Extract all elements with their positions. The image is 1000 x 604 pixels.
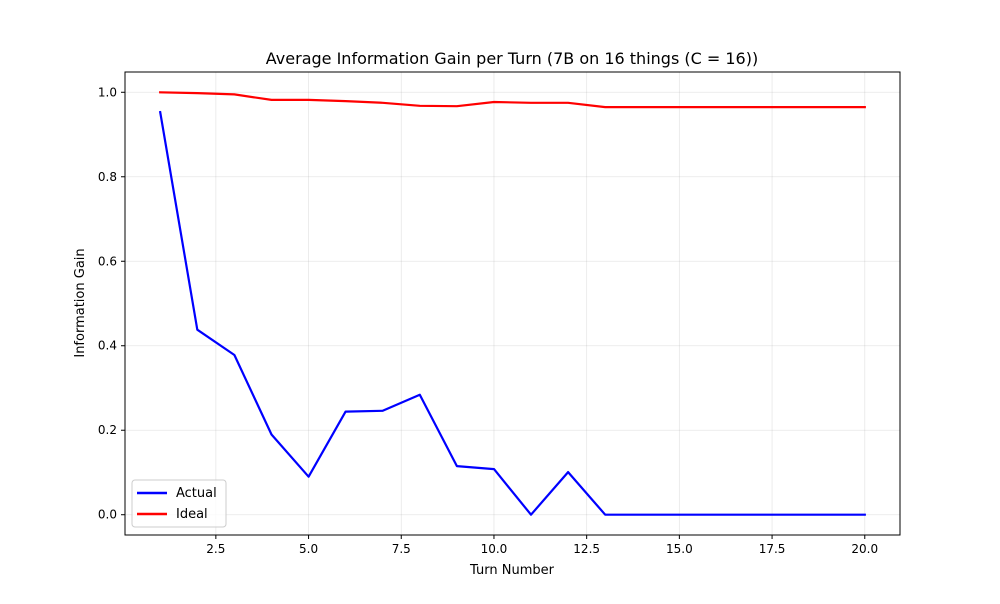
x-tick-label: 20.0 (851, 542, 878, 556)
y-tick-label: 1.0 (98, 85, 117, 99)
y-tick-label: 0.0 (98, 508, 117, 522)
x-tick-label: 17.5 (759, 542, 786, 556)
series-line-ideal (159, 91, 866, 109)
x-tick-label: 10.0 (481, 542, 508, 556)
chart-title: Average Information Gain per Turn (7B on… (266, 49, 758, 68)
y-tick-label: 0.2 (98, 423, 117, 437)
legend: Actual Ideal (131, 479, 227, 528)
y-axis-ticks: 0.0 0.2 0.4 0.6 0.8 1.0 (98, 85, 125, 522)
y-tick-label: 0.4 (98, 339, 117, 353)
grid-lines (125, 72, 900, 535)
x-tick-label: 7.5 (392, 542, 411, 556)
y-axis-label: Information Gain (73, 248, 88, 357)
legend-box (131, 479, 227, 528)
plot-area-frame (124, 71, 901, 536)
x-tick-label: 12.5 (573, 542, 600, 556)
legend-label-actual: Actual (176, 486, 217, 501)
x-axis-label: Turn Number (469, 563, 555, 578)
x-tick-label: 15.0 (666, 542, 693, 556)
x-tick-label: 2.5 (206, 542, 225, 556)
series-lines (158, 91, 866, 516)
legend-label-ideal: Ideal (176, 507, 208, 522)
series-line-actual (158, 110, 866, 516)
x-tick-label: 5.0 (299, 542, 318, 556)
y-tick-label: 0.8 (98, 170, 117, 184)
y-tick-label: 0.6 (98, 254, 117, 268)
x-axis-ticks: 2.5 5.0 7.5 10.0 12.5 15.0 17.5 20.0 (206, 535, 878, 556)
